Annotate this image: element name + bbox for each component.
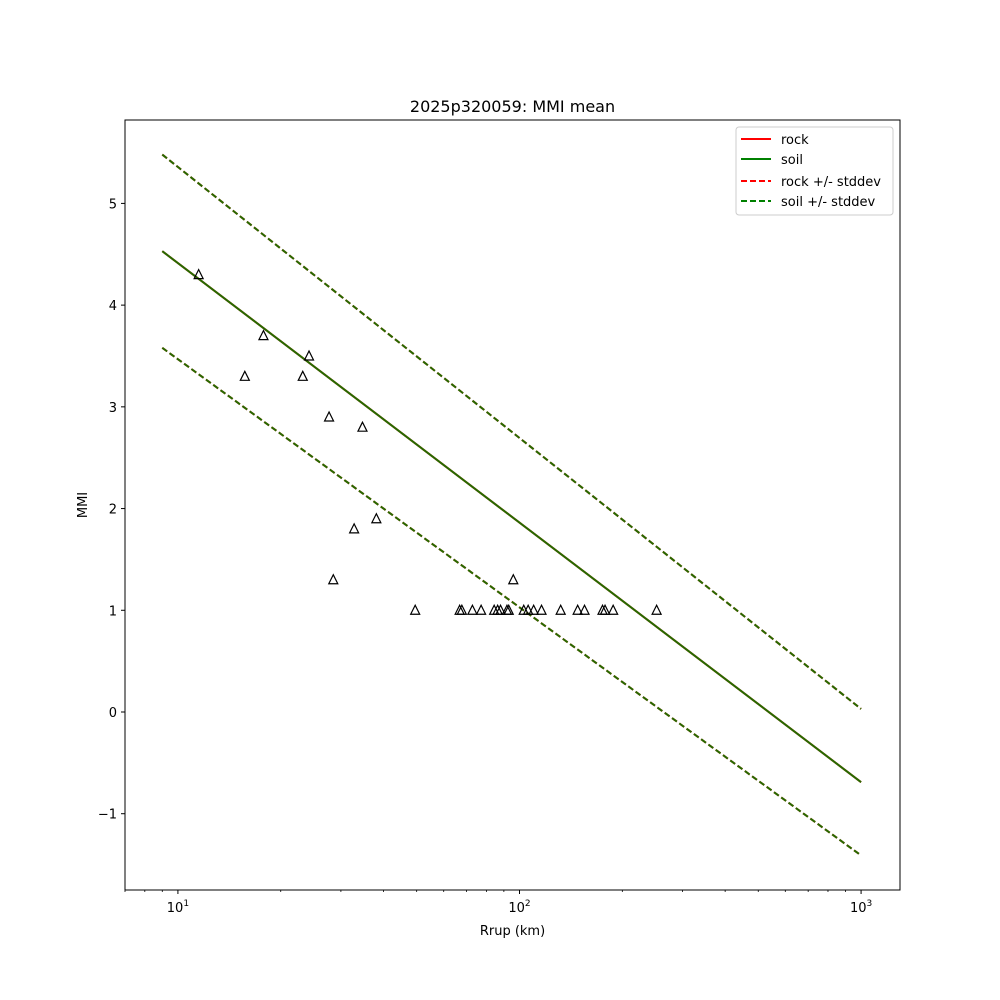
legend-label-rock-stddev: rock +/- stddev bbox=[781, 175, 881, 190]
y-tick-label: 1 bbox=[109, 604, 117, 619]
axes: −1 0 1 2 3 4 5 101 102 103 bbox=[98, 197, 872, 916]
y-tick-label: 3 bbox=[109, 401, 117, 416]
observation-marker-9 bbox=[357, 420, 368, 432]
observation-marker-2 bbox=[239, 369, 251, 381]
legend: rock soil rock +/- stddev soil +/- stdde… bbox=[735, 126, 894, 216]
x-axis-label: Rrup (km) bbox=[480, 924, 545, 939]
soil-mean-line bbox=[161, 250, 862, 783]
y-tick-label: 4 bbox=[109, 299, 117, 314]
observation-marker-24 bbox=[528, 603, 540, 615]
legend-label-rock: rock bbox=[781, 133, 809, 148]
observation-marker-6 bbox=[323, 410, 335, 422]
observation-marker-21 bbox=[507, 573, 519, 585]
soil-upper-stddev-line bbox=[161, 153, 862, 710]
y-tick-label: 5 bbox=[109, 197, 117, 212]
y-tick-label: 0 bbox=[109, 706, 117, 721]
x-tick-label: 101 bbox=[167, 899, 189, 916]
x-tick-label: 103 bbox=[850, 899, 872, 916]
observation-marker-11 bbox=[409, 603, 421, 615]
observation-marker-10 bbox=[370, 512, 382, 524]
legend-label-soil-stddev: soil +/- stddev bbox=[781, 195, 876, 210]
y-tick-label: 2 bbox=[109, 503, 117, 518]
observation-marker-20 bbox=[503, 603, 515, 615]
plot-area bbox=[161, 153, 862, 857]
observation-marker-4 bbox=[297, 369, 309, 381]
observation-marker-23 bbox=[522, 603, 534, 615]
observation-marker-8 bbox=[348, 522, 360, 534]
observation-marker-18 bbox=[495, 603, 507, 615]
observation-marker-1 bbox=[193, 268, 205, 280]
observation-marker-5 bbox=[303, 349, 315, 361]
observation-marker-31 bbox=[607, 603, 619, 615]
observation-marker-26 bbox=[555, 603, 567, 615]
legend-box bbox=[735, 126, 894, 216]
observation-marker-30 bbox=[599, 603, 611, 615]
y-tick-label: −1 bbox=[98, 808, 117, 823]
chart-title: 2025p320059: MMI mean bbox=[410, 97, 615, 116]
observation-marker-13 bbox=[456, 603, 468, 615]
observation-marker-32 bbox=[651, 603, 663, 615]
observation-marker-14 bbox=[466, 603, 478, 615]
x-tick-label: 102 bbox=[508, 899, 530, 916]
observation-marker-15 bbox=[475, 603, 487, 615]
axes-frame bbox=[124, 119, 901, 891]
legend-label-soil: soil bbox=[781, 153, 803, 168]
observation-marker-3 bbox=[257, 329, 269, 341]
observation-marker-27 bbox=[572, 603, 584, 615]
observation-marker-25 bbox=[536, 603, 547, 615]
y-axis-label: MMI bbox=[76, 492, 91, 518]
observation-marker-28 bbox=[579, 603, 590, 615]
observation-marker-7 bbox=[327, 573, 339, 585]
